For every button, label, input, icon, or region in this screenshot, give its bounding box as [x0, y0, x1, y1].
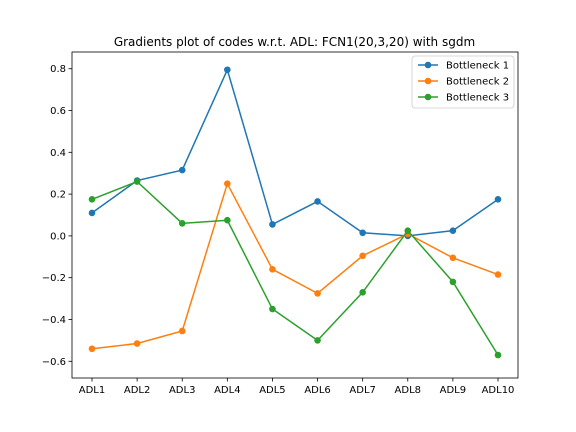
data-point: [494, 351, 502, 359]
legend-label: Bottleneck 1: [446, 61, 509, 72]
data-point: [449, 278, 457, 286]
x-tick-label: ADL3: [169, 385, 195, 396]
legend-box: [411, 55, 515, 109]
data-point: [88, 209, 96, 217]
data-point: [224, 180, 231, 187]
legend-marker: [424, 77, 432, 85]
x-tick-label: ADL10: [482, 385, 515, 396]
series-line-2: [91, 181, 499, 350]
data-point: [88, 196, 96, 203]
data-point: [88, 345, 96, 353]
data-point: [449, 227, 457, 234]
y-tick-label: 0.4: [50, 148, 66, 159]
x-tick-label: ADL7: [349, 385, 375, 396]
data-point: [269, 221, 276, 228]
y-tick-label: 0.6: [50, 106, 66, 117]
data-point: [178, 327, 186, 335]
x-tick-label: ADL2: [124, 385, 150, 396]
legend-marker: [424, 61, 432, 69]
data-point: [133, 178, 141, 185]
legend-label: Bottleneck 2: [446, 77, 509, 88]
data-point: [359, 252, 366, 260]
data-point: [494, 196, 502, 203]
legend-marker: [424, 93, 432, 101]
data-point: [359, 229, 366, 237]
series-line-1: [91, 67, 499, 237]
x-tick-label: ADL8: [395, 385, 421, 396]
data-point: [178, 166, 186, 174]
data-point: [359, 289, 366, 296]
x-tick-label: ADL4: [214, 385, 240, 396]
legend: Bottleneck 1 Bottleneck 2 Bottleneck 3: [411, 55, 515, 109]
data-point: [314, 290, 321, 297]
data-point: [269, 266, 276, 273]
y-tick-label: 0.0: [50, 231, 66, 242]
y-tick-label: −0.4: [42, 315, 66, 326]
y-tick-label: 0.8: [50, 64, 66, 75]
legend-label: Bottleneck 3: [446, 93, 509, 104]
chart-title: Gradients plot of codes w.r.t. ADL: FCN1…: [114, 35, 475, 49]
x-tick-label: ADL5: [259, 385, 285, 396]
data-point: [133, 340, 141, 347]
y-tick-label: −0.2: [42, 273, 66, 284]
series-line-3: [91, 180, 499, 356]
data-point: [314, 337, 321, 344]
data-point: [314, 198, 321, 205]
data-point: [404, 227, 412, 234]
data-point: [224, 216, 231, 224]
x-tick-label: ADL1: [79, 385, 105, 396]
y-tick-label: 0.2: [50, 190, 66, 201]
data-point: [224, 66, 231, 74]
axes-frame: [71, 51, 519, 379]
data-point: [449, 254, 457, 262]
x-tick-label: ADL6: [304, 385, 330, 396]
data-point: [178, 220, 186, 227]
x-tick-label: ADL9: [440, 385, 466, 396]
plot-area: −0.6 −0.4 −0.2 0.0 0.2 0.4 0.6 0.8 ADL1 ADL2 ADL3 A…: [42, 51, 519, 396]
data-point: [494, 271, 502, 278]
y-tick-label: −0.6: [42, 357, 66, 368]
data-point: [269, 305, 276, 313]
